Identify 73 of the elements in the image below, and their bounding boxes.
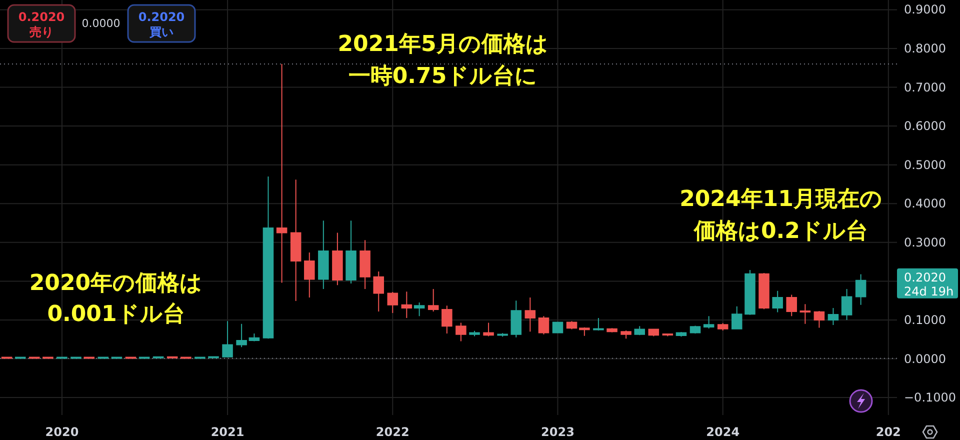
candlestick xyxy=(717,322,728,331)
annotation: 2021年5月の価格は一時0.75ドル台に xyxy=(338,32,548,88)
y-tick-label: 0.5000 xyxy=(904,158,946,172)
candlestick xyxy=(387,292,398,314)
annotation: 0.2020 売り xyxy=(18,10,65,39)
candlestick xyxy=(690,325,701,334)
y-tick-label: 0.1000 xyxy=(904,312,946,327)
x-tick-label: 2022 xyxy=(376,425,410,439)
candlestick xyxy=(648,328,660,337)
x-tick-label: 202 xyxy=(876,425,901,439)
candlestick xyxy=(360,240,370,290)
candlestick xyxy=(373,270,384,312)
candlestick xyxy=(566,320,578,330)
candlestick xyxy=(606,328,618,333)
candlestick xyxy=(744,269,756,316)
y-tick-label: 0.8000 xyxy=(904,41,946,56)
candlestick xyxy=(662,333,674,337)
candlestick xyxy=(332,232,343,286)
x-tick-label: 2021 xyxy=(210,425,244,439)
x-tick-label: 2024 xyxy=(706,425,740,439)
buy-button: 0.2020 買い xyxy=(127,4,196,43)
candlestick xyxy=(634,326,645,336)
y-tick-label: 0.4000 xyxy=(904,196,946,211)
candlestick xyxy=(442,305,452,334)
y-tick-label: 0.9000 xyxy=(904,2,946,17)
candlestick xyxy=(579,326,590,336)
candlestick xyxy=(538,316,550,335)
candlestick xyxy=(510,300,522,338)
y-tick-label: 0.0000 xyxy=(904,352,946,366)
candlestick xyxy=(262,176,274,340)
candlestick xyxy=(841,288,852,320)
y-tick-label: 0.3000 xyxy=(904,235,946,250)
candlestick xyxy=(318,220,329,290)
candlestick xyxy=(772,290,783,313)
candlestick xyxy=(222,320,233,358)
candlestick xyxy=(552,321,564,334)
candlestick xyxy=(758,272,770,310)
candlestick xyxy=(401,291,412,319)
candlestick xyxy=(786,294,797,317)
candlestick xyxy=(456,322,466,342)
y-tick-label: −0.1000 xyxy=(904,390,956,405)
x-tick-label: 2020 xyxy=(45,425,79,439)
annotation: 2024年11月現在の価格は0.2ドル台 xyxy=(680,186,882,244)
candlestick xyxy=(703,316,714,330)
price-tag: 0.2020 24d 19h xyxy=(897,268,958,298)
candlestick xyxy=(248,333,260,342)
candlestick xyxy=(208,356,219,358)
sell-button: 0.2020 売り xyxy=(7,4,76,43)
candlestick xyxy=(676,332,687,338)
candlestick xyxy=(414,302,425,317)
candlestick xyxy=(346,220,356,284)
candlestick xyxy=(469,330,480,337)
candlestick xyxy=(236,323,247,348)
candlestick xyxy=(428,288,439,312)
candlestick xyxy=(497,332,508,338)
candlestick xyxy=(290,179,302,302)
candlestick xyxy=(855,274,866,306)
candlestick xyxy=(814,310,825,328)
candlestick xyxy=(800,304,811,324)
candlestick xyxy=(524,296,536,332)
candlestick xyxy=(593,318,604,331)
candlestick xyxy=(304,252,315,298)
y-tick-label: 0.7000 xyxy=(904,80,946,94)
candlestick xyxy=(620,330,632,340)
y-tick-label: 0.6000 xyxy=(904,119,946,134)
candlestick xyxy=(731,306,742,330)
annotation: 2020年の価格は0.001ドル台 xyxy=(29,270,203,326)
candlestick xyxy=(483,322,494,337)
annotation: 0.2020 買い xyxy=(138,10,185,39)
candlestick xyxy=(828,307,839,326)
candlestick xyxy=(276,63,288,284)
annotation: 0.0000 xyxy=(82,16,120,30)
x-tick-label: 2023 xyxy=(541,425,574,439)
